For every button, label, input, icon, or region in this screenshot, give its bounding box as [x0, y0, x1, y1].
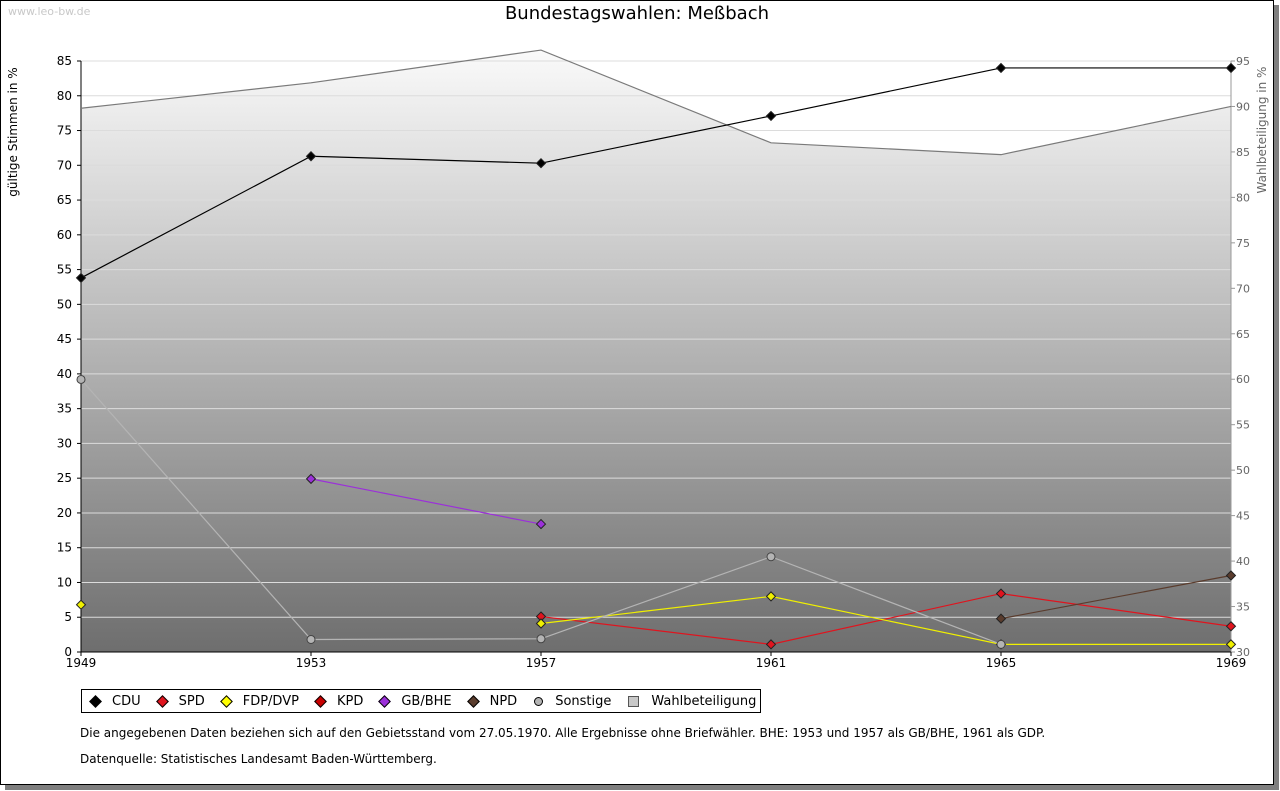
chart-title: Bundestagswahlen: Meßbach	[504, 3, 770, 24]
legend-item-kpd: KPD	[313, 694, 363, 709]
point-npd	[1225, 570, 1237, 581]
series-line-cdu	[80, 67, 1231, 279]
x-tick-label: 1965	[986, 656, 1017, 670]
y-tick-label-left: 25	[57, 471, 72, 485]
y-tick-label-right: 70	[1236, 282, 1250, 295]
point-sonstige	[766, 552, 776, 562]
y-tick-label-left: 80	[57, 89, 72, 103]
point-fdp-dvp	[535, 618, 547, 629]
legend-item-wahlbeteiligung: Wahlbeteiligung	[625, 694, 756, 709]
point-spd	[995, 588, 1007, 599]
y-tick-label-left: 85	[57, 54, 72, 68]
y-tick-label-right: 45	[1236, 510, 1250, 523]
point-cdu	[305, 151, 317, 162]
point-sonstige	[306, 634, 316, 644]
point-spd	[765, 639, 777, 650]
y-tick-label-left: 5	[64, 610, 72, 624]
legend-label-spd: SPD	[178, 693, 205, 709]
y-tick-label-left: 10	[57, 575, 72, 589]
y-tick-label-left: 20	[57, 506, 72, 520]
x-tick-label: 1953	[296, 656, 327, 670]
y-tick-label-right: 30	[1236, 646, 1250, 659]
legend-item-npd: NPD	[466, 693, 518, 709]
turnout-line	[80, 49, 1232, 156]
y-tick-label-left: 0	[64, 645, 72, 659]
x-tick-label: 1961	[756, 656, 787, 670]
legend-marker-npd	[466, 694, 480, 708]
point-fdp-dvp	[75, 599, 87, 610]
point-cdu	[995, 62, 1007, 74]
y-tick-label-left: 75	[57, 124, 72, 138]
y-tick-label-left: 45	[57, 332, 72, 346]
point-fdp-dvp	[1225, 639, 1237, 650]
y-tick-label-right: 55	[1236, 419, 1250, 432]
x-tick-label: 1957	[526, 656, 557, 670]
y-tick-label-left: 40	[57, 367, 72, 381]
legend-label-wahlbeteiligung: Wahlbeteiligung	[651, 693, 757, 709]
legend-label-sonstige: Sonstige	[555, 693, 612, 709]
y-tick-label-right: 40	[1236, 555, 1250, 568]
legend-item-sonstige: Sonstige	[531, 694, 611, 709]
point-gb-bhe	[535, 518, 547, 530]
legend-label-kpd: KPD	[336, 693, 364, 709]
y-tick-label-right: 60	[1236, 373, 1250, 386]
y-tick-label-left: 15	[57, 541, 72, 555]
series-line-npd	[1000, 574, 1232, 620]
legend-marker-wahlbeteiligung	[628, 695, 640, 707]
legend-marker-gbbhe	[378, 694, 392, 708]
y-tick-label-left: 55	[57, 263, 72, 277]
legend-item-gbbhe: GB/BHE	[377, 693, 452, 709]
x-tick-label: 1969	[1216, 656, 1247, 670]
legend-marker-cdu	[89, 694, 102, 708]
y-axis-label-right: Wahlbeteiligung in %	[1255, 66, 1269, 194]
x-tick-label: 1949	[66, 656, 97, 670]
y-tick-label-right: 50	[1236, 464, 1250, 477]
y-tick-label-left: 65	[57, 193, 72, 207]
legend: CDU SPD FDP/DVP KPD GB/BHE NPD Sonstige …	[81, 689, 762, 713]
legend-label-cdu: CDU	[112, 693, 141, 709]
legend-marker-spd	[155, 694, 169, 708]
y-tick-label-left: 30	[57, 436, 72, 450]
point-gb-bhe	[305, 473, 317, 485]
y-tick-label-left: 35	[57, 402, 72, 416]
point-sonstige	[536, 634, 546, 644]
y-axis-label-left: gültige Stimmen in %	[6, 67, 20, 197]
y-tick-label-left: 60	[57, 228, 72, 242]
point-npd	[995, 613, 1007, 624]
series-line-gb-bhe	[310, 478, 542, 525]
legend-item-fdp: FDP/DVP	[219, 694, 299, 709]
legend-marker-sonstige	[534, 696, 544, 706]
y-tick-label-right: 90	[1236, 100, 1250, 113]
point-spd	[1225, 621, 1237, 632]
y-tick-label-left: 50	[57, 297, 72, 311]
legend-item-spd: SPD	[155, 694, 205, 709]
point-fdp-dvp	[765, 591, 777, 602]
y-tick-label-right: 65	[1236, 328, 1250, 341]
legend-label-gbbhe: GB/BHE	[401, 693, 452, 709]
watermark: www.leo-bw.de	[8, 5, 91, 18]
y-tick-label-left: 70	[57, 158, 72, 172]
legend-item-cdu: CDU	[88, 694, 141, 709]
y-tick-label-right: 95	[1236, 55, 1250, 68]
point-sonstige	[996, 639, 1006, 649]
y-tick-label-right: 35	[1236, 601, 1250, 614]
legend-marker-fdp	[219, 694, 233, 708]
note-datenquelle: Datenquelle: Statistisches Landesamt Bad…	[80, 752, 437, 766]
y-tick-label-right: 75	[1236, 237, 1250, 250]
point-sonstige	[76, 374, 86, 384]
series-line-fdp-dvp	[540, 595, 1231, 645]
note-gebietsstand: Die angegebenen Daten beziehen sich auf …	[80, 726, 1046, 740]
y-tick-label-right: 80	[1236, 191, 1250, 204]
series-line-spd	[540, 592, 1232, 645]
point-cdu	[1225, 62, 1237, 74]
point-cdu	[765, 110, 777, 122]
legend-label-fdp: FDP/DVP	[242, 693, 299, 709]
legend-label-npd: NPD	[489, 693, 518, 709]
turnout-area	[81, 50, 1231, 652]
y-tick-label-right: 85	[1236, 146, 1250, 159]
point-cdu	[535, 158, 547, 169]
point-cdu	[75, 272, 87, 284]
legend-marker-kpd	[314, 694, 327, 708]
